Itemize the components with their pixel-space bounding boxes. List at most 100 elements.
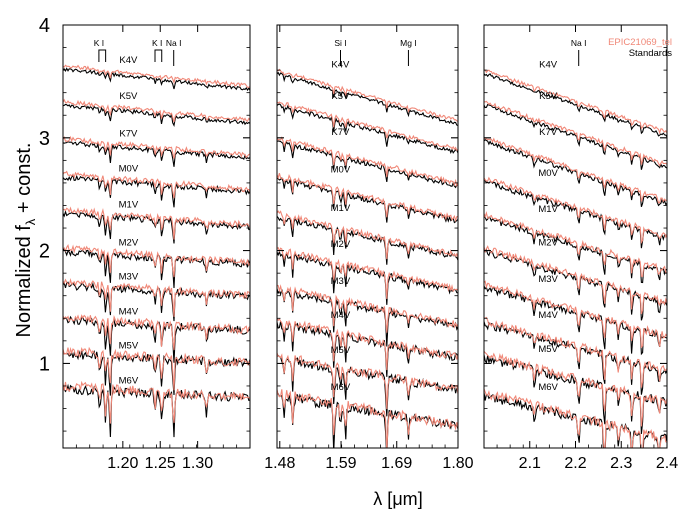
spectral-type-label: M5V (119, 340, 139, 351)
spectra-J (63, 64, 250, 438)
spectrum-tel-M4V-J (63, 314, 250, 351)
spectral-type-label: K5V (539, 91, 558, 102)
spectra-K (484, 69, 667, 448)
line-marker-bracket (154, 49, 163, 62)
legend-entry-epic: EPIC21069_tel (608, 37, 672, 48)
spectrum-std-M3V-K (484, 285, 667, 356)
spectral-type-label: M1V (331, 203, 351, 214)
spectrum-tel-M5V-K (484, 350, 667, 427)
spectral-type-label: M2V (538, 238, 558, 249)
spectrum-tel-K4V-H (277, 68, 458, 123)
spectrum-std-K4V-J (63, 67, 250, 92)
y-axis-label-sub: λ (23, 218, 38, 225)
spectrum-tel-M0V-H (277, 172, 458, 223)
y-axis-label-suffix: + const. (13, 143, 35, 219)
spectrum-std-K5V-J (63, 103, 250, 127)
spectral-type-label: M5V (538, 344, 558, 355)
spectrum-std-K7V-H (277, 140, 458, 189)
spectral-type-label: K7V (119, 128, 138, 139)
spectral-type-label: M0V (331, 164, 351, 175)
spectrum-tel-K5V-J (63, 98, 250, 123)
spectrum-std-M5V-K (484, 354, 667, 434)
x-axis-label-suffix: ] (418, 489, 423, 509)
line-label: K I (94, 38, 104, 48)
spectrum-tel-M6V-H (277, 389, 458, 448)
spectral-type-label: M4V (331, 310, 351, 321)
spectrum-std-M0V-K (484, 179, 667, 249)
line-label: Si I (334, 38, 346, 48)
panel-K: K4V K5V K7V M0V M1V M2V M3V M4V M5V M6V Na I 2.1 2.2… (483, 24, 678, 472)
spectral-type-label: M0V (538, 168, 558, 179)
spectral-type-label: M2V (119, 238, 139, 249)
spectrum-tel-M4V-K (484, 316, 667, 388)
y-tick-label: 2 (39, 241, 50, 263)
spectral-type-label: M1V (538, 204, 558, 215)
y-tick-label: 1 (39, 353, 50, 375)
spectrum-tel-M2V-J (63, 244, 250, 278)
x-tick-label: 2.3 (610, 455, 632, 472)
spectrum-std-M4V-H (277, 320, 458, 377)
spectrum-tel-M1V-J (63, 206, 250, 240)
spectrum-std-M1V-J (63, 209, 250, 244)
spectral-type-label: K4V (119, 55, 138, 66)
spectrum-std-M0V-H (277, 176, 458, 224)
spectra-H (277, 68, 458, 448)
spectrum-std-M2V-J (63, 247, 250, 289)
spectral-type-label: M6V (331, 382, 351, 393)
spectrum-std-K7V-K (484, 138, 667, 207)
line-label: Na I (571, 38, 587, 48)
spectral-type-label: M6V (538, 382, 558, 393)
spectrum-std-K7V-J (63, 140, 250, 167)
spectrum-tel-M0V-K (484, 176, 667, 245)
panels: K4V K5V K7V M0V M1V M2V M3V M4V M5V M6V K I K I Na I… (39, 15, 678, 472)
spectral-type-label: M3V (331, 276, 351, 287)
spectrum-tel-M2V-H (277, 246, 458, 299)
spectral-type-label: M3V (538, 274, 558, 285)
spectrum-std-K4V-K (484, 73, 667, 138)
legend-entry-standards: Standards (629, 48, 673, 59)
line-label: Na I (166, 38, 182, 48)
spectral-type-label: K4V (539, 60, 558, 71)
spectral-type-label: M2V (331, 239, 351, 250)
x-tick-label: 1.20 (107, 455, 138, 472)
spectrum-tel-K5V-H (277, 101, 458, 151)
spectrum-tel-M1V-H (277, 210, 458, 260)
spectrum-tel-M0V-J (63, 170, 250, 199)
x-tick-label: 2.1 (519, 455, 541, 472)
line-label: K I (152, 38, 162, 48)
spectrum-tel-M4V-H (277, 318, 458, 371)
spectrum-std-K5V-K (484, 103, 667, 170)
spectrum-tel-M5V-H (277, 352, 458, 410)
x-axis-label-unit: μm (392, 489, 417, 509)
y-axis-label-main: Normalized f (13, 225, 35, 338)
spectrum-std-K4V-H (277, 71, 458, 127)
x-tick-label: 1.59 (325, 455, 356, 472)
spectrum-std-M2V-H (277, 250, 458, 305)
spectral-type-label: M4V (538, 310, 558, 321)
line-label: Mg I (400, 38, 417, 48)
x-tick-label: 1.30 (182, 455, 213, 472)
spectrum-tel-M3V-K (484, 280, 667, 349)
spectral-type-label: M0V (119, 163, 139, 174)
spectrum-tel-M1V-K (484, 211, 667, 277)
y-tick-label: 3 (39, 128, 50, 150)
spectrum-tel-K7V-J (63, 135, 250, 159)
spectral-type-label: M3V (119, 272, 139, 283)
spectrum-tel-M3V-H (277, 284, 458, 333)
spectral-type-label: K5V (331, 91, 350, 102)
spectral-type-label: M1V (119, 199, 139, 210)
x-tick-label: 1.69 (381, 455, 412, 472)
spectrum-std-M4V-K (484, 321, 667, 395)
x-tick-label: 2.2 (564, 455, 586, 472)
spectrum-tel-K7V-H (277, 136, 458, 188)
legend: EPIC21069_tel Standards (608, 37, 672, 59)
spectrum-tel-K5V-K (484, 100, 667, 167)
spectrum-tel-M5V-J (63, 346, 250, 391)
spectrum-tel-K4V-K (484, 69, 667, 135)
spectral-type-label: M6V (119, 375, 139, 386)
x-tick-label: 2.4 (656, 455, 678, 472)
spectral-type-label: K7V (331, 127, 350, 138)
y-tick-label: 4 (39, 15, 50, 37)
